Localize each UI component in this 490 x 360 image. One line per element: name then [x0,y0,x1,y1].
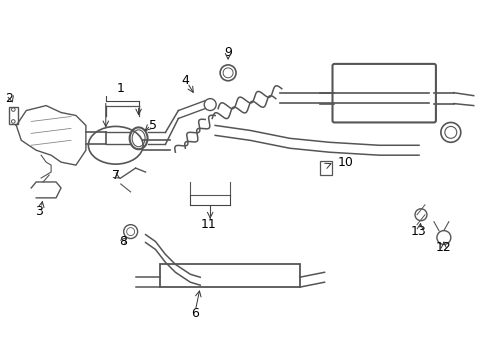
Text: 9: 9 [224,46,232,59]
Text: 8: 8 [119,235,127,248]
Bar [9,107,18,125]
Text: 7: 7 [112,168,120,181]
Text: 3: 3 [35,205,43,218]
Text: 12: 12 [436,241,452,254]
Text: 6: 6 [192,307,199,320]
Text: 5: 5 [148,119,156,132]
Text: 2: 2 [5,92,13,105]
Text: 11: 11 [200,218,216,231]
Bar [161,264,300,287]
Text: 10: 10 [338,156,353,168]
Text: 4: 4 [181,74,189,87]
Text: 13: 13 [411,225,427,238]
Bar [319,161,332,175]
Text: 1: 1 [117,82,124,95]
